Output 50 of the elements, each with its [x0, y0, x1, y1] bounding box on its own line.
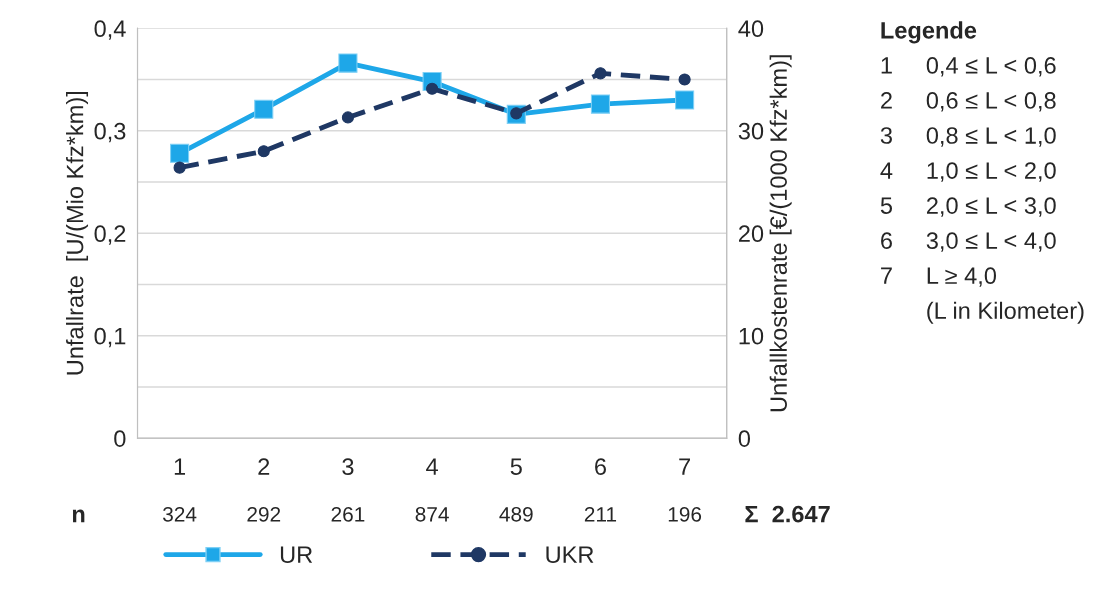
x-tick-label: 6 [595, 458, 606, 475]
text: 196 [668, 506, 702, 522]
x-tick-label: 5 [510, 458, 522, 475]
text: Legende [881, 21, 977, 44]
y2-tick-label: 40 [738, 20, 764, 38]
point [675, 90, 695, 110]
text: Σ 2.647 [745, 505, 830, 523]
point [257, 145, 270, 158]
text: 489 [499, 506, 533, 522]
y2-axis-title: Unfallkostenrate [€/(1000 Kfz*km)] [769, 55, 792, 412]
point [594, 67, 607, 80]
y-tick-label: 0 [114, 430, 126, 447]
text: 874 [415, 506, 449, 522]
point [254, 99, 274, 119]
x-tick-label: 2 [258, 458, 270, 475]
text: 6 3,0 ≤ L < 4,0 [881, 232, 1056, 252]
point [678, 73, 691, 86]
point [338, 53, 358, 73]
text: 324 [163, 506, 197, 522]
point [173, 161, 186, 174]
x-tick-label: 3 [342, 458, 354, 475]
text: 3 0,8 ≤ L < 1,0 [880, 127, 1056, 147]
text: 261 [331, 506, 365, 522]
text: 1 0,4 ≤ L < 0,6 [881, 57, 1056, 77]
text: (L in Kilometer) [927, 301, 1084, 324]
text: 7 L ≥ 4,0 [881, 267, 997, 287]
x-tick-label: 4 [426, 458, 438, 475]
point [590, 94, 610, 114]
y-tick-label: 0,3 [94, 122, 126, 143]
text: 2 0,6 ≤ L < 0,8 [881, 92, 1056, 112]
y2-tick-label: 0 [738, 430, 751, 447]
point [170, 143, 190, 163]
legend-label: UR [280, 546, 313, 564]
x-tick-label: 7 [679, 458, 690, 475]
text: 4 1,0 ≤ L < 2,0 [880, 162, 1056, 182]
text: 5 2,0 ≤ L < 3,0 [880, 197, 1056, 217]
legend-label: UKR [546, 546, 594, 564]
x-tick-label: 1 [174, 458, 186, 475]
y-tick-label: 0,4 [94, 20, 126, 40]
y-tick-label: 0,1 [94, 327, 126, 348]
text: 292 [247, 506, 281, 522]
y2-tick-label: 30 [738, 122, 764, 140]
point [426, 82, 439, 95]
text: n [72, 509, 85, 523]
point [341, 111, 355, 124]
y-tick-label: 0,2 [94, 225, 126, 245]
text: 211 [584, 506, 617, 522]
y2-tick-label: 20 [739, 225, 764, 243]
y2-tick-label: 10 [739, 327, 764, 345]
y-axis-title: Unfallrate [U/(Mio Kfz*km)] [66, 91, 89, 375]
